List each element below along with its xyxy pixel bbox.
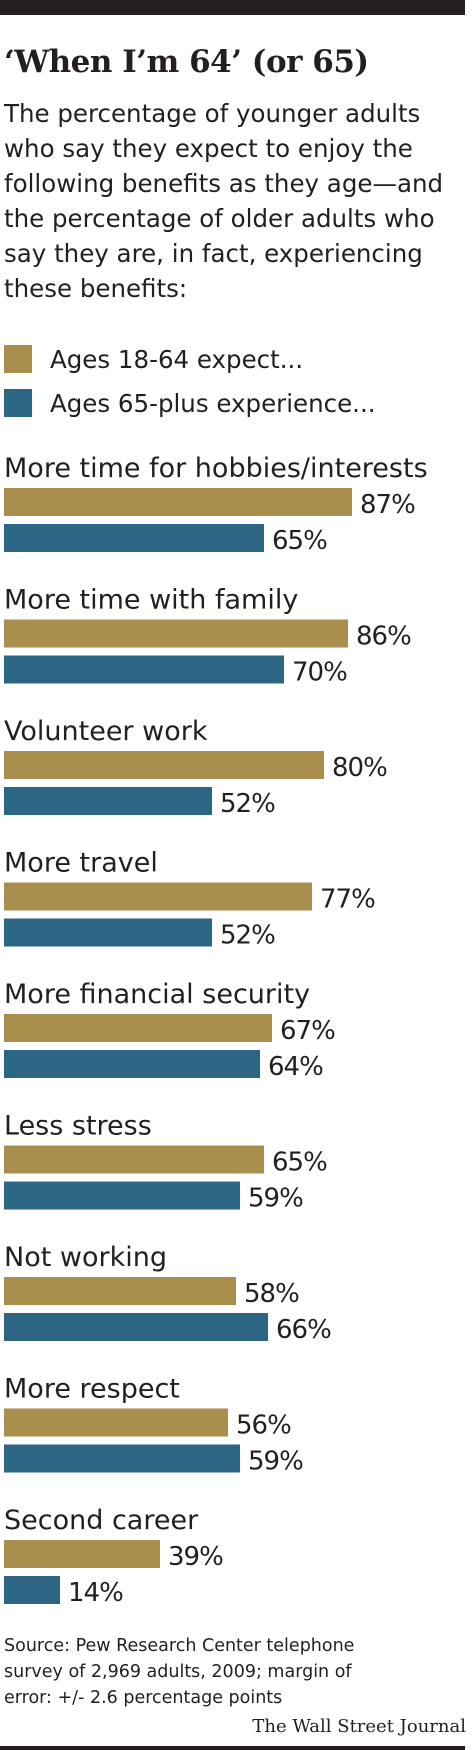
legend-label-experience: Ages 65-plus experience... (50, 388, 376, 418)
value-label-experience: 65% (272, 526, 327, 556)
bar-expect (4, 1014, 272, 1042)
bar-expect (4, 488, 352, 516)
category-label: More travel (4, 848, 158, 879)
category-label: More respect (4, 1374, 180, 1405)
publisher-credit: The Wall Street Journal (252, 1716, 466, 1737)
value-label-experience: 14% (68, 1578, 123, 1608)
bar-experience (4, 1050, 260, 1078)
bar-experience (4, 1444, 240, 1473)
value-label-experience: 66% (276, 1315, 331, 1345)
category-label: More time with family (4, 585, 298, 616)
bar-expect (4, 751, 324, 779)
value-label-expect: 77% (320, 885, 375, 915)
category-label: More financial security (4, 979, 310, 1010)
bar-experience (4, 787, 212, 815)
chart-title: ‘When I’m 64’ (or 65) (4, 44, 369, 80)
category-label: Not working (4, 1242, 167, 1273)
bar-experience (4, 1181, 240, 1210)
source-note: Source: Pew Research Center telephone su… (4, 1636, 355, 1708)
legend-swatch-expect (4, 345, 32, 373)
value-label-experience: 64% (268, 1052, 323, 1082)
bar-chart: More time for hobbies/interests 87% 65% Mor… (4, 453, 428, 1608)
chart-subtitle: The percentage of younger adults who say… (4, 99, 444, 303)
bar-expect (4, 619, 348, 648)
legend-item-experience: Ages 65-plus experience... (4, 388, 376, 418)
value-label-experience: 52% (220, 789, 275, 819)
bar-experience (4, 655, 284, 684)
value-label-expect: 56% (236, 1411, 291, 1441)
value-label-experience: 59% (248, 1447, 303, 1477)
bar-experience (4, 524, 264, 552)
value-label-expect: 87% (360, 490, 415, 520)
category-label: Volunteer work (4, 716, 208, 747)
value-label-expect: 86% (356, 622, 411, 652)
value-label-expect: 67% (280, 1016, 335, 1046)
top-rule (0, 0, 465, 15)
legend-swatch-experience (4, 389, 32, 417)
value-label-experience: 70% (292, 658, 347, 688)
bar-expect (4, 1540, 160, 1568)
value-label-expect: 39% (168, 1542, 223, 1572)
bar-expect (4, 1145, 264, 1174)
category-label: More time for hobbies/interests (4, 453, 428, 484)
bottom-rule (0, 1746, 465, 1750)
bar-expect (4, 1277, 236, 1305)
value-label-experience: 59% (248, 1184, 303, 1214)
legend-item-expect: Ages 18-64 expect... (4, 344, 304, 374)
bar-expect (4, 882, 312, 911)
bar-experience (4, 918, 212, 947)
value-label-expect: 80% (332, 753, 387, 783)
value-label-expect: 65% (272, 1148, 327, 1178)
bar-experience (4, 1313, 268, 1341)
value-label-expect: 58% (244, 1279, 299, 1309)
category-label: Less stress (4, 1111, 152, 1142)
bar-expect (4, 1408, 228, 1437)
value-label-experience: 52% (220, 921, 275, 951)
legend-label-expect: Ages 18-64 expect... (50, 344, 304, 374)
bar-experience (4, 1576, 60, 1604)
category-label: Second career (4, 1505, 199, 1536)
